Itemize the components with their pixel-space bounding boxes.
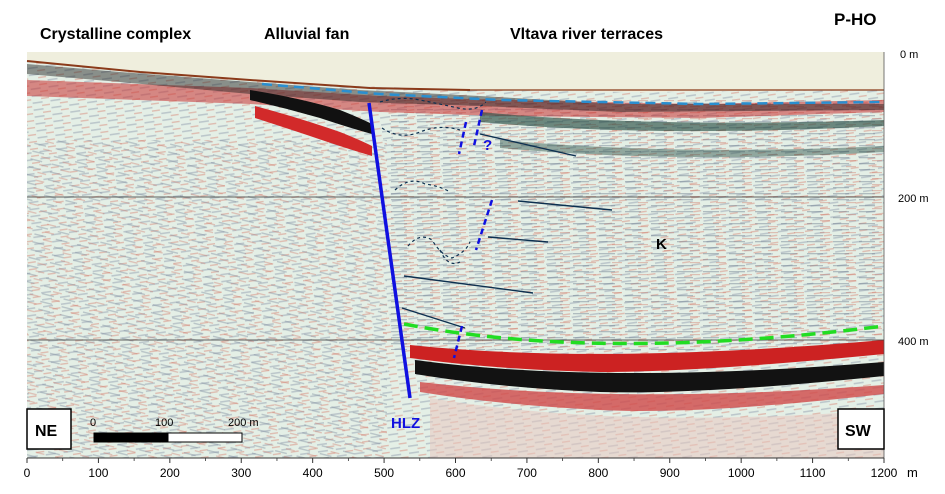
distance-axis-unit: m <box>907 465 918 480</box>
distance-tick-label: 900 <box>660 466 680 480</box>
alluvial-fan-red-reflector <box>255 106 372 156</box>
minor-fault-dashed-4 <box>452 325 464 359</box>
upper-green-dark-band-2 <box>500 140 884 158</box>
fault-label-hlz: HLZ <box>391 415 420 432</box>
basin-pink-zone <box>430 398 884 458</box>
minor-fault-dashed-3 <box>474 199 494 251</box>
minor-fault-dashed-1 <box>457 121 468 155</box>
near-surface-dark-band <box>27 64 884 112</box>
reflector-line-3 <box>487 236 549 243</box>
label-crystalline-complex: Crystalline complex <box>40 26 191 43</box>
orientation-box-ne <box>26 408 72 450</box>
water-table-dashed-line <box>261 82 885 106</box>
section-texture-left <box>27 140 387 458</box>
dotted-channel-contour-2 <box>394 180 451 193</box>
distance-tick-label: 400 <box>303 466 323 480</box>
profile-id-label: P-HO <box>834 10 877 29</box>
distance-axis: 0 100 200 300 400 500 600 700 800 900 1000 1100 1200 <box>24 457 898 480</box>
above-surface-area <box>27 52 884 92</box>
distance-tick-label: 0 <box>24 466 31 480</box>
alluvial-fan-dark-reflector <box>250 90 372 134</box>
question-mark-label: ? <box>483 137 492 154</box>
distance-tick-label: 200 <box>160 466 180 480</box>
reflector-line-2 <box>517 200 613 211</box>
distance-tick-label: 300 <box>231 466 251 480</box>
basin-red-reflector <box>410 340 884 372</box>
distance-tick-label: 1100 <box>800 466 826 480</box>
hlz-fault-line <box>367 102 412 399</box>
basin-dark-reflector <box>415 360 884 393</box>
scale-bar-tick-100: 100 <box>155 417 173 429</box>
scale-bar: 0 100 200 m <box>90 417 259 443</box>
distance-tick-label: 1200 <box>871 466 898 480</box>
unit-label-k: K <box>656 236 667 253</box>
label-alluvial-fan: Alluvial fan <box>264 26 349 43</box>
depth-tick-400m: 400 m <box>898 336 929 348</box>
distance-tick-label: 1000 <box>728 466 755 480</box>
orientation-label-ne: NE <box>35 423 58 440</box>
reflector-line-5 <box>401 307 466 329</box>
scale-bar-tick-200m: 200 m <box>228 417 259 429</box>
scale-bar-tick-0: 0 <box>90 417 96 429</box>
scale-bar-black-segment <box>93 432 169 443</box>
depth-tick-0m: 0 m <box>900 49 918 61</box>
distance-tick-label: 700 <box>517 466 537 480</box>
section-texture-right <box>390 100 884 350</box>
minor-fault-dashed-2 <box>472 109 484 147</box>
dotted-channel-contour-1 <box>379 97 487 136</box>
basin-red-reflector-lower <box>420 382 884 411</box>
depth-tick-200m: 200 m <box>898 193 929 205</box>
basin-base-dashed-line <box>403 322 885 346</box>
upper-green-dark-band <box>480 112 884 132</box>
orientation-label-sw: SW <box>845 423 872 440</box>
distance-tick-label: 800 <box>588 466 608 480</box>
distance-tick-label: 600 <box>445 466 465 480</box>
reflector-line-1 <box>479 133 577 157</box>
distance-tick-label: 500 <box>374 466 394 480</box>
dotted-channel-contour-3 <box>407 236 471 265</box>
topographic-surface-line <box>26 60 471 91</box>
label-vltava-river-terraces: Vltava river terraces <box>510 26 663 43</box>
reflector-line-4 <box>403 275 534 294</box>
distance-tick-label: 100 <box>88 466 108 480</box>
scale-bar-white-segment <box>167 432 243 443</box>
orientation-box-sw <box>837 408 885 450</box>
